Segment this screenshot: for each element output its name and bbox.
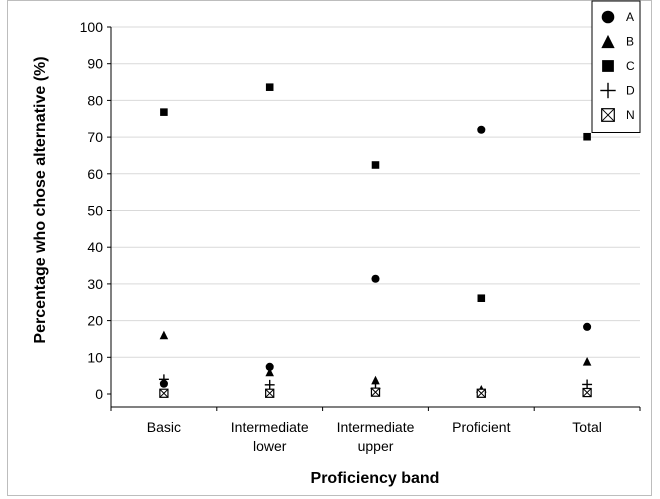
legend-marker-b <box>601 34 615 49</box>
data-points <box>158 83 593 398</box>
legend-label: N <box>626 108 635 122</box>
y-tick-label: 70 <box>87 129 103 145</box>
legend-label: A <box>626 10 634 24</box>
data-point-c <box>371 161 380 169</box>
data-point-n <box>582 387 592 398</box>
data-point-a <box>265 362 274 371</box>
legend-label: C <box>626 59 635 73</box>
data-point-b <box>582 357 592 366</box>
data-point-d <box>158 374 169 385</box>
legend-label: D <box>626 84 635 98</box>
y-tick-label: 90 <box>87 56 103 72</box>
data-point-a <box>583 322 592 331</box>
legend-marker-c <box>602 60 614 72</box>
data-point-b <box>371 375 380 385</box>
data-point-n <box>370 387 381 397</box>
legend-marker-d <box>600 82 616 99</box>
data-point-c <box>583 132 591 141</box>
y-tick-label: 100 <box>80 19 104 35</box>
legend-label: B <box>626 35 634 49</box>
x-axis-title: Proficiency band <box>311 470 440 487</box>
y-tick-label: 20 <box>87 313 103 329</box>
y-axis-title: Percentage who chose alternative (%) <box>32 56 49 343</box>
data-point-b <box>265 367 274 377</box>
data-point-n <box>159 388 169 398</box>
x-tick-label: Intermediate upper <box>337 419 415 454</box>
legend-box <box>591 0 641 133</box>
legend-marker-n <box>601 108 615 122</box>
data-point-d <box>264 379 275 390</box>
data-point-a <box>371 274 380 283</box>
data-point-b <box>159 330 169 340</box>
y-tick-label: 40 <box>87 239 103 255</box>
axes <box>107 26 641 411</box>
y-tick-label: 10 <box>87 349 103 365</box>
data-point-c <box>265 83 274 91</box>
x-tick-label: Total <box>572 419 602 435</box>
y-tick-label: 50 <box>87 203 103 219</box>
data-point-c <box>160 108 168 116</box>
x-tick-labels: Basic Intermediate lower Intermediate upper P… <box>147 419 602 454</box>
x-tick-label: Proficient <box>452 419 510 435</box>
legend-marker-a <box>601 10 615 24</box>
y-tick-label: 0 <box>95 386 103 402</box>
y-tick-label: 30 <box>87 276 103 292</box>
y-tick-label: 80 <box>87 92 103 108</box>
data-point-n <box>265 388 275 398</box>
x-tick-label: Intermediate lower <box>231 419 309 454</box>
data-point-c <box>477 294 486 302</box>
grid-lines <box>111 26 640 358</box>
chart-frame <box>7 0 652 496</box>
data-point-n <box>476 388 486 398</box>
y-tick-label: 60 <box>87 166 103 182</box>
y-tick-labels: 0 10 20 30 40 50 60 70 80 90 100 <box>80 19 104 402</box>
data-point-a <box>477 125 486 134</box>
x-tick-label: Basic <box>147 419 181 435</box>
data-point-d <box>582 379 593 390</box>
